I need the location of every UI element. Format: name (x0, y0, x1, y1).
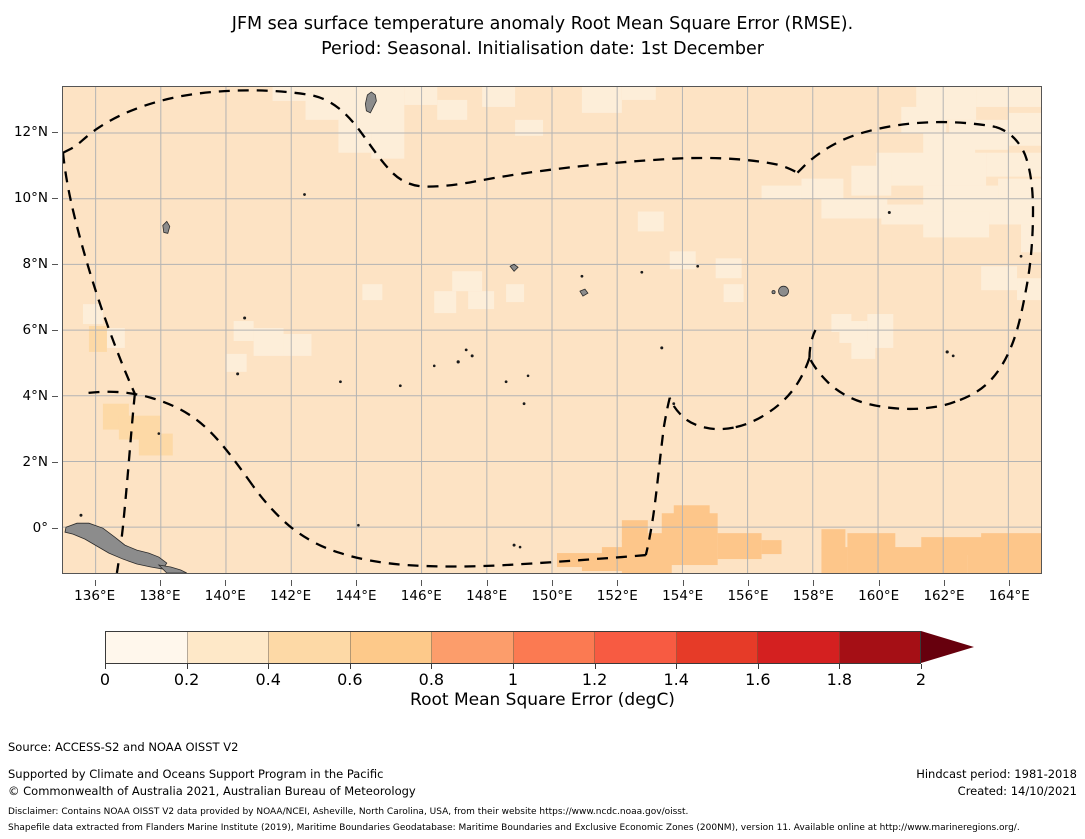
colorbar-tickmark-5 (513, 664, 514, 669)
colorbar-tickmark-9 (839, 664, 841, 669)
colorbar-tick-label-7: 1.4 (663, 670, 689, 689)
title-line-1: JFM sea surface temperature anomaly Root… (231, 14, 854, 34)
x-tick-156e: 156°E (727, 588, 769, 604)
footer-created: Created: 14/10/2021 (957, 784, 1077, 798)
x-tick-144e: 144°E (335, 588, 377, 604)
colorbar-tick-label-6: 1.2 (581, 670, 608, 689)
x-tick-160e: 160°E (858, 588, 900, 604)
map-canvas (63, 87, 1041, 573)
y-tick-8n: 8°N (22, 256, 48, 273)
colorbar-tick-label-4: 0.8 (418, 670, 445, 689)
colorbar-bin-0 (106, 632, 188, 663)
colorbar-tick-label-0: 0 (99, 670, 111, 689)
footer-source: Source: ACCESS-S2 and NOAA OISST V2 (8, 740, 239, 754)
x-tick-150e: 150°E (531, 588, 573, 604)
colorbar-tick-label-8: 1.6 (745, 670, 771, 689)
colorbar-bin-1 (187, 632, 269, 663)
colorbar-tick-label-2: 0.4 (255, 670, 281, 689)
page-title: JFM sea surface temperature anomaly Root… (0, 12, 1085, 62)
y-tick-2n: 2°N (22, 454, 48, 470)
colorbar-bin-4 (432, 632, 514, 663)
colorbar: 0 0.2 0.4 0.6 0.8 1 1.2 1.4 1.6 1.8 2 (0, 628, 1085, 728)
y-tick-10n: 10°N (13, 190, 48, 207)
mid-value-patch-group (88, 326, 173, 456)
footer-support: Supported by Climate and Oceans Support … (8, 767, 384, 781)
colorbar-bin-8 (758, 632, 840, 663)
colorbar-tickmark-10 (921, 664, 922, 669)
x-tick-162e: 162°E (923, 588, 965, 604)
colorbar-tickmark-4 (431, 664, 433, 669)
y-tick-0: 0° (32, 519, 48, 536)
colorbar-tick-label-9: 1.8 (826, 670, 853, 689)
eez-boundary-line (63, 89, 1035, 573)
colorbar-bin-5 (513, 632, 595, 663)
colorbar-bin-9 (839, 632, 920, 663)
colorbar-title: Root Mean Square Error (degC) (410, 690, 675, 710)
x-axis-labels: 136°E 138°E 140°E 142°E 144°E 146°E 148°… (62, 580, 1042, 604)
colorbar-bin-6 (595, 632, 677, 663)
y-tick-12n: 12°N (13, 124, 48, 141)
colorbar-tick-label-5: 1 (507, 670, 519, 689)
footer-copyright: © Commonwealth of Australia 2021, Austra… (8, 784, 416, 798)
colorbar-bin-7 (676, 632, 758, 663)
footer-shapefile: Shapefile data extracted from Flanders M… (8, 823, 1020, 833)
colorbar-tickmark-6 (594, 664, 596, 669)
colorbar-tickmark-2 (268, 664, 270, 669)
footer-hindcast: Hindcast period: 1981-2018 (916, 767, 1077, 781)
colorbar-tick-label-1: 0.2 (173, 670, 200, 689)
colorbar-tickmark-7 (676, 664, 678, 669)
colorbar-tickmark-8 (757, 664, 759, 669)
colorbar-ticks: 0 0.2 0.4 0.6 0.8 1 1.2 1.4 1.6 1.8 2 (100, 664, 926, 694)
colorbar-tick-label-3: 0.6 (337, 670, 363, 689)
footer-disclaimer: Disclaimer: Contains NOAA OISST V2 data … (8, 807, 689, 817)
x-tick-140e: 140°E (204, 588, 246, 604)
y-axis-labels: 12°N 10°N 8°N 6°N 4°N 2°N 0° (0, 86, 58, 574)
footer-meta-block: Hindcast period: 1981-2018 Created: 14/1… (916, 766, 1077, 800)
colorbar-bin-3 (350, 632, 432, 663)
colorbar-extend-arrow (921, 631, 974, 663)
y-tick-4n: 4°N (22, 388, 48, 404)
coastline-landmass (64, 91, 789, 573)
y-tick-6n: 6°N (22, 322, 48, 339)
x-tick-138e: 138°E (139, 588, 181, 604)
colorbar-tickmark-0 (105, 664, 106, 669)
x-tick-158e: 158°E (792, 588, 834, 604)
x-tick-152e: 152°E (596, 588, 638, 604)
colorbar-tickmark-3 (349, 664, 351, 669)
title-line-2: Period: Seasonal. Initialisation date: 1… (321, 39, 764, 59)
x-tick-154e: 154°E (662, 588, 704, 604)
colorbar-bin-2 (269, 632, 351, 663)
colorbar-tickmark-1 (186, 664, 188, 669)
x-tick-164e: 164°E (988, 588, 1030, 604)
colorbar-bins (105, 631, 921, 664)
x-tick-142e: 142°E (270, 588, 312, 604)
map-plot-area (62, 86, 1042, 574)
x-tick-136e: 136°E (74, 588, 116, 604)
colorbar-tick-label-10: 2 (915, 670, 927, 689)
map-gridlines (63, 87, 1041, 573)
map-raster-svg (63, 87, 1041, 573)
x-tick-146e: 146°E (400, 588, 442, 604)
x-tick-148e: 148°E (466, 588, 508, 604)
footer-support-block: Supported by Climate and Oceans Support … (8, 766, 416, 800)
island-dots (79, 193, 1023, 549)
